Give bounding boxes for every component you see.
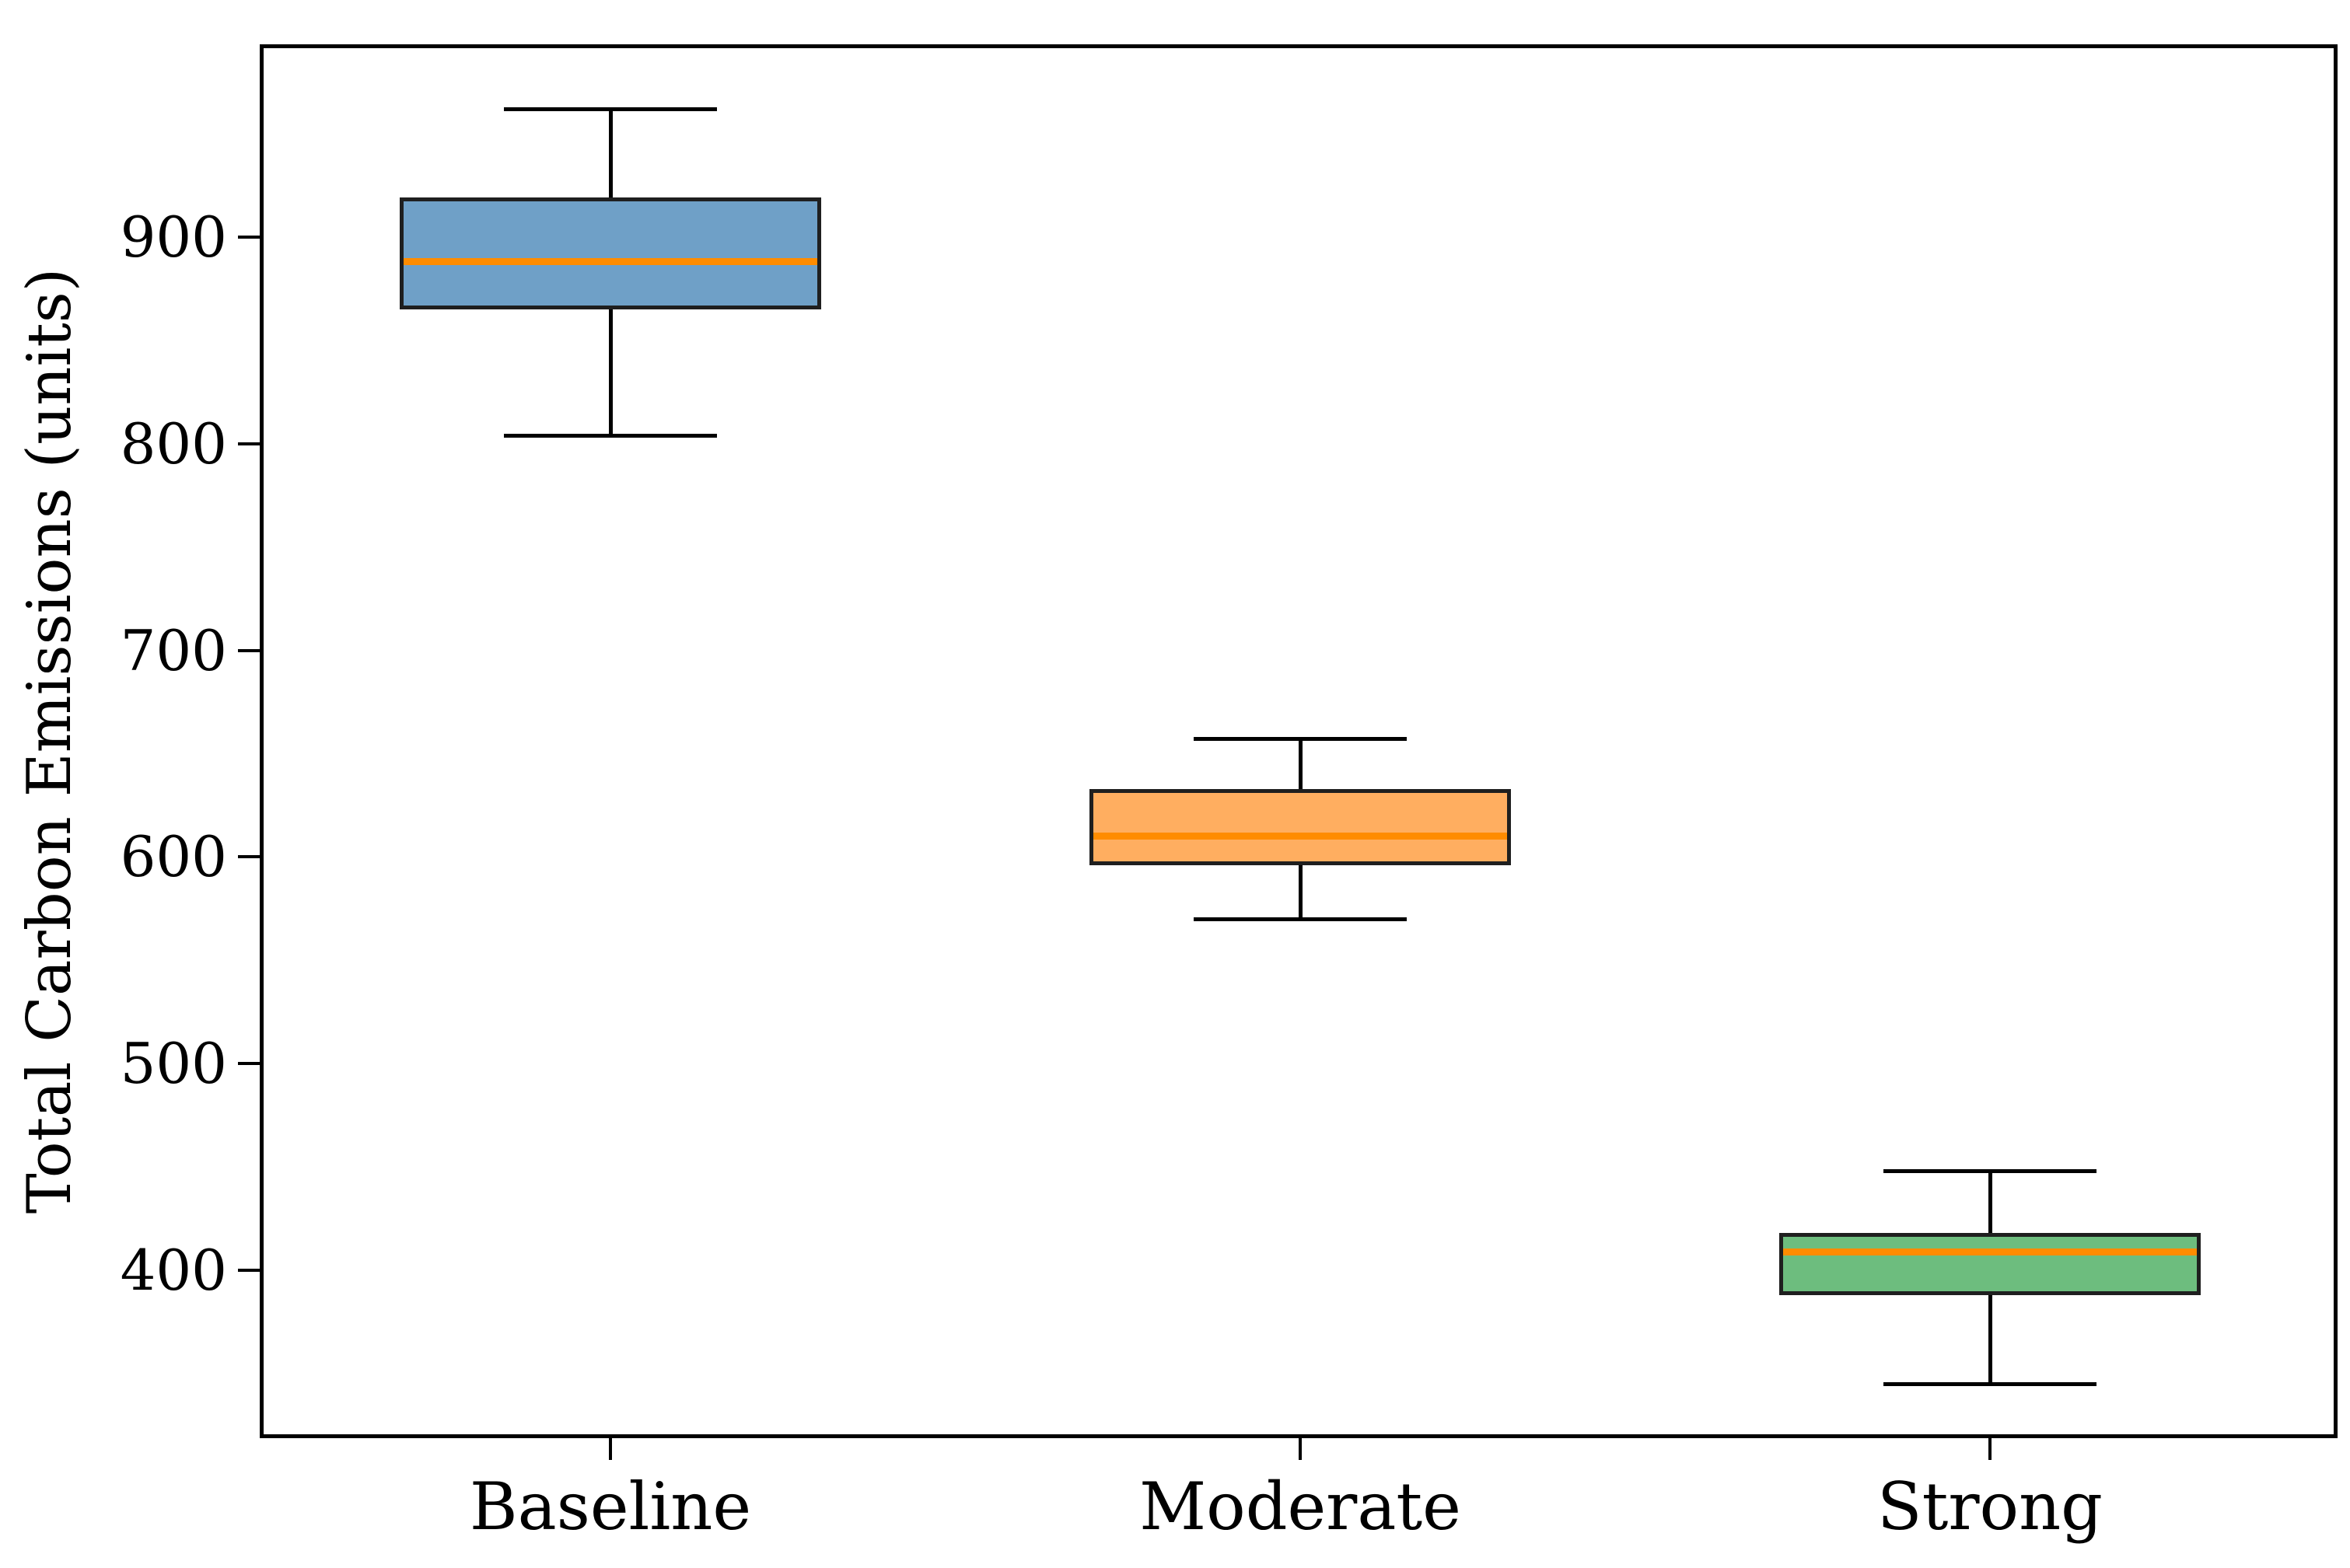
whisker-lower-line [1298,865,1303,920]
box-baseline [400,197,821,310]
whisker-upper-cap [1194,737,1407,742]
y-tick [237,1269,260,1272]
x-tick [1299,1437,1302,1460]
y-tick [237,236,260,239]
y-tick-label: 700 [120,617,227,683]
whisker-lower-cap [1194,917,1407,921]
plot-area-frame [259,44,2338,1438]
x-tick [1988,1437,1992,1460]
y-tick [237,1062,260,1066]
whisker-lower-cap [1883,1381,2096,1386]
box-strong [1779,1233,2201,1295]
whisker-lower-cap [504,433,717,438]
y-tick-label: 400 [120,1238,227,1303]
whisker-upper-line [1988,1171,1992,1234]
whisker-upper-line [608,109,613,198]
x-tick-label-strong: Strong [1877,1468,2103,1545]
whisker-lower-line [608,309,613,436]
y-tick-label: 800 [120,410,227,477]
x-tick-label-moderate: Moderate [1139,1468,1461,1545]
median-line [1093,833,1507,840]
y-tick-label: 600 [120,824,227,890]
whisker-upper-line [1298,739,1303,789]
whisker-lower-line [1988,1294,1992,1385]
whisker-upper-cap [1883,1168,2096,1173]
whisker-upper-cap [504,107,717,111]
y-tick-label: 900 [120,204,227,270]
x-tick-label-baseline: Baseline [469,1468,752,1545]
y-tick [237,648,260,652]
y-tick [237,855,260,859]
x-tick [609,1437,612,1460]
median-line [404,258,817,266]
y-tick-label: 500 [120,1031,227,1097]
y-tick [237,442,260,445]
median-line [1783,1248,2197,1255]
box-moderate [1089,788,1511,866]
